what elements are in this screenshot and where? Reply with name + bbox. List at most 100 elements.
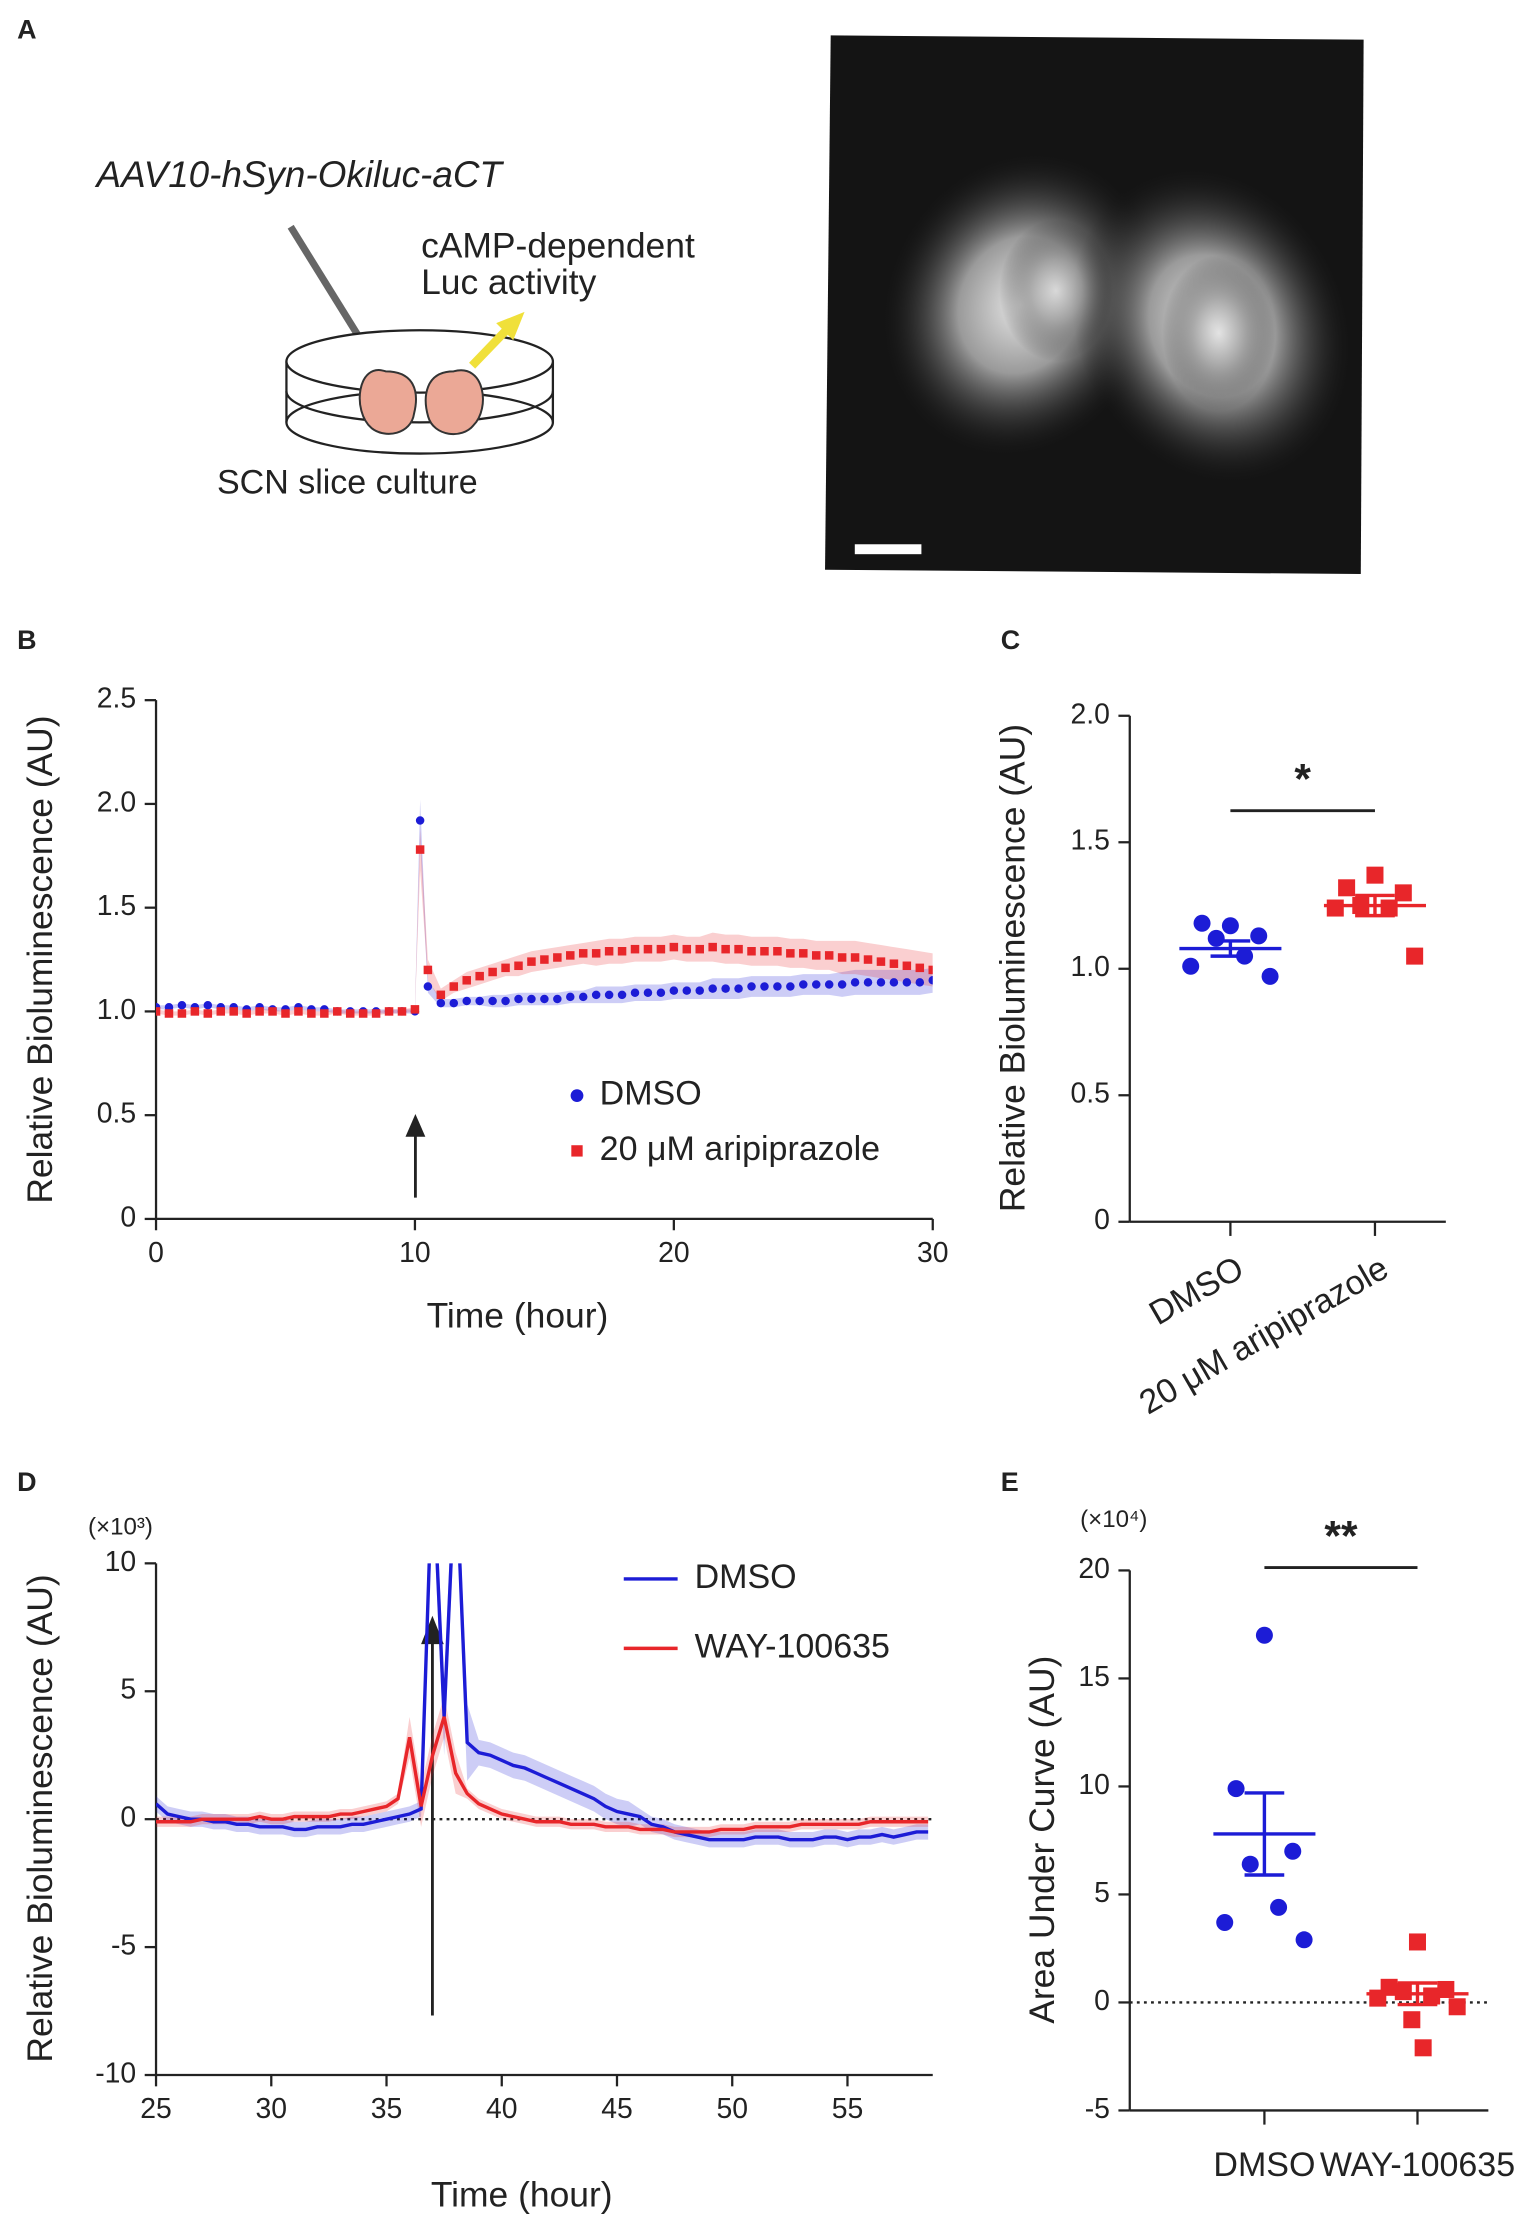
- legend-label: 20 μM aripiprazole: [600, 1130, 880, 1168]
- x-tick-label: 55: [832, 2093, 864, 2125]
- point: [591, 990, 601, 1000]
- point: [1182, 957, 1200, 975]
- point: [889, 959, 899, 968]
- point: [566, 992, 575, 1002]
- point: [540, 994, 549, 1004]
- y-unit: (×10³): [88, 1513, 153, 1540]
- series-line: [156, 1563, 929, 1842]
- y-tick-label: 0: [120, 1802, 136, 1834]
- point: [773, 946, 782, 956]
- scn-lobe: [358, 369, 417, 435]
- point: [837, 980, 847, 989]
- x-tick-label: 45: [601, 2093, 633, 2125]
- y-tick-label: -10: [95, 2057, 136, 2089]
- point: [760, 946, 769, 956]
- point: [1255, 1626, 1273, 1644]
- point: [449, 998, 459, 1008]
- point: [656, 988, 666, 998]
- x-tick-label: 20 μM aripiprazole: [1133, 1249, 1395, 1422]
- significance-label: **: [1324, 1513, 1358, 1560]
- y-axis-title: Area Under Curve (AU): [1022, 1656, 1062, 2024]
- point: [1261, 967, 1279, 985]
- legend-label: DMSO: [695, 1558, 797, 1596]
- point: [1284, 1842, 1302, 1860]
- point: [384, 1007, 394, 1016]
- point: [488, 996, 497, 1006]
- point: [630, 988, 640, 998]
- point: [423, 965, 433, 975]
- y-tick-label: 0: [120, 1201, 136, 1233]
- point: [669, 942, 679, 952]
- point: [1448, 1998, 1466, 2016]
- point: [669, 986, 679, 995]
- point: [553, 994, 562, 1004]
- y-tick-label: 2.0: [1071, 698, 1110, 730]
- y-tick-label: 2.5: [97, 683, 136, 715]
- series-line: [156, 1716, 929, 1834]
- point: [229, 1007, 238, 1016]
- point: [850, 953, 860, 962]
- point: [799, 949, 808, 958]
- point: [747, 982, 756, 991]
- point: [876, 957, 886, 966]
- point: [371, 1009, 381, 1018]
- point: [1227, 1780, 1245, 1798]
- point: [902, 961, 912, 971]
- point: [501, 963, 510, 973]
- point: [436, 990, 446, 1000]
- point: [591, 949, 601, 958]
- x-axis-title: Time (hour): [427, 1296, 609, 1336]
- point: [630, 944, 640, 954]
- x-tick-label: 30: [256, 2093, 288, 2125]
- point: [203, 1009, 213, 1018]
- point: [415, 816, 425, 825]
- point: [837, 953, 847, 962]
- culture-label: SCN slice culture: [217, 464, 478, 502]
- y-unit: (×10⁴): [1080, 1506, 1147, 1533]
- point: [863, 955, 873, 964]
- point: [811, 980, 821, 989]
- y-tick-label: 1.0: [97, 994, 136, 1026]
- y-tick-label: 5: [120, 1674, 136, 1706]
- virus-label: AAV10-hSyn-Okiluc-aCT: [95, 154, 505, 195]
- point: [876, 978, 886, 987]
- x-tick-label: DMSO: [1213, 2146, 1315, 2184]
- point: [734, 944, 743, 954]
- point: [682, 944, 692, 954]
- y-axis-title: Relative Bioluminescence (AU): [992, 724, 1032, 1212]
- point: [1406, 947, 1424, 965]
- point: [604, 990, 614, 1000]
- panel-label: A: [17, 14, 36, 44]
- panel-label: D: [17, 1467, 36, 1497]
- point: [773, 982, 782, 991]
- point: [863, 978, 873, 987]
- point: [902, 978, 912, 987]
- point: [449, 982, 459, 991]
- point: [604, 946, 614, 956]
- x-axis-title: Time (hour): [431, 2174, 613, 2214]
- y-tick-label: 15: [1078, 1661, 1110, 1693]
- panel-label: E: [1001, 1467, 1019, 1497]
- y-tick-label: 10: [105, 1546, 137, 1578]
- point: [1338, 879, 1356, 897]
- y-axis-title: Relative Bioluminescence (AU): [20, 715, 60, 1203]
- significance-label: *: [1294, 757, 1311, 804]
- point: [747, 946, 756, 956]
- point: [1207, 929, 1225, 947]
- point: [255, 1007, 264, 1016]
- point: [1366, 866, 1384, 884]
- y-tick-label: 2.0: [97, 786, 136, 818]
- y-tick-label: 0.5: [1071, 1078, 1110, 1110]
- y-tick-label: 1.0: [1071, 951, 1110, 983]
- y-tick-label: 1.5: [1071, 825, 1110, 857]
- point: [203, 1000, 213, 1010]
- point: [462, 996, 471, 1006]
- legend-label: DMSO: [600, 1075, 702, 1113]
- readout-label: cAMP-dependent: [421, 225, 695, 265]
- point: [915, 963, 925, 973]
- x-tick-label: WAY-100635: [1320, 2146, 1515, 2184]
- point: [1216, 1914, 1234, 1932]
- point: [423, 982, 433, 991]
